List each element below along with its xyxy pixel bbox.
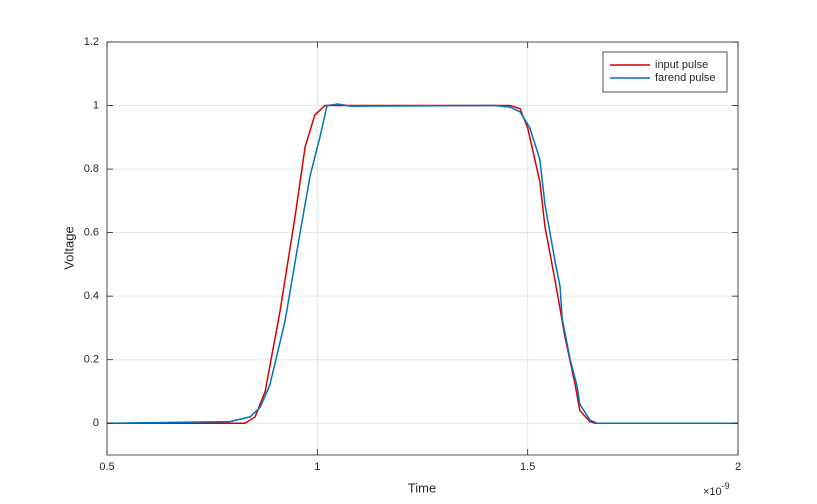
y-tick-label: 1.2	[84, 36, 99, 48]
x-tick-label: 1.5	[520, 461, 535, 473]
y-tick-label: 0.4	[84, 290, 99, 302]
axes-box	[106, 41, 739, 456]
y-tick-label: 1	[93, 99, 99, 111]
x-axis-label: Time	[408, 480, 436, 495]
x-tick-label: 0.5	[99, 461, 114, 473]
x-tick-label: 2	[735, 461, 741, 473]
x-tick-label: 1	[314, 461, 320, 473]
plot-area	[107, 42, 738, 455]
x-multiplier: ×10-9	[703, 481, 730, 498]
x-multiplier-base: ×10	[703, 486, 722, 498]
series-line	[107, 104, 738, 424]
ticks: 0.5 1 1.5 2 0 0.2 0.4 0.6 0.8 1 1.2	[84, 36, 741, 473]
y-tick-label: 0.8	[84, 163, 99, 175]
y-axis-label: Voltage	[61, 226, 76, 269]
legend-box	[602, 51, 728, 93]
series-line	[106, 103, 738, 424]
x-multiplier-exponent: -9	[722, 481, 730, 491]
legend-label: input pulse	[655, 59, 708, 71]
y-tick-label: 0.2	[84, 354, 99, 366]
lines	[106, 103, 738, 424]
y-tick-label: 0	[93, 417, 99, 429]
legend-label: farend pulse	[655, 72, 716, 84]
y-tick-label: 0.6	[84, 227, 99, 239]
